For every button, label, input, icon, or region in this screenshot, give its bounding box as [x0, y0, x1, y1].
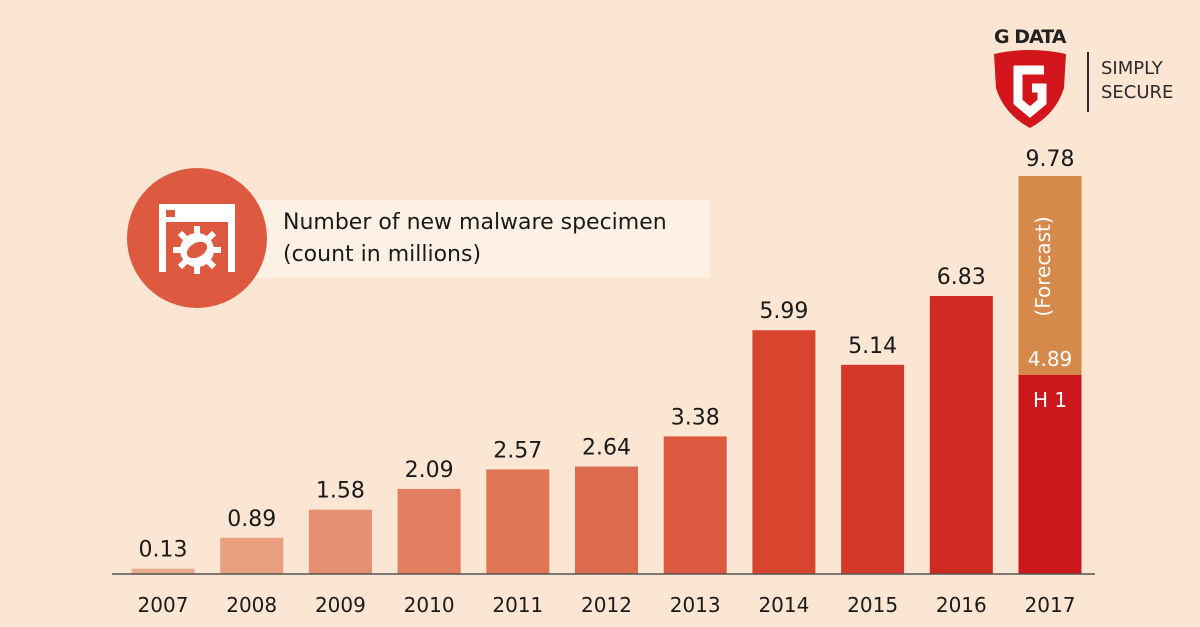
- x-tick-label: 2008: [226, 593, 277, 617]
- forecast-label: (Forecast): [1031, 216, 1055, 316]
- bar-value-label: 0.13: [139, 538, 188, 563]
- x-tick-label: 2017: [1025, 593, 1076, 617]
- logo-tagline: SIMPLY SECURE: [1101, 57, 1173, 105]
- bar-value-label: 2.57: [493, 438, 542, 463]
- bar-value-label: 2.64: [582, 436, 631, 461]
- x-tick-label: 2010: [404, 593, 455, 617]
- x-tick-label: 2013: [670, 593, 721, 617]
- x-tick-label: 2007: [138, 593, 189, 617]
- x-tick-label: 2009: [315, 593, 366, 617]
- bar: [308, 509, 372, 574]
- bar-value-label: 1.58: [316, 479, 365, 504]
- bar-value-label: 4.89: [1028, 347, 1073, 371]
- malware-window-icon: [127, 168, 267, 308]
- gdata-shield-logo: [994, 50, 1066, 128]
- forecast-bar: [1018, 175, 1082, 375]
- x-tick-label: 2016: [936, 593, 987, 617]
- x-tick-label: 2014: [758, 593, 809, 617]
- bar: [397, 488, 461, 574]
- bar: [1018, 374, 1082, 574]
- title-box: [230, 200, 710, 278]
- bar-value-label: 5.14: [848, 334, 897, 359]
- chart-title-line: Number of new malware specimen: [283, 210, 667, 235]
- tagline-line2: SECURE: [1101, 82, 1174, 103]
- bar-value-label: 2.09: [405, 458, 454, 483]
- chart-subtitle: (count in millions): [283, 242, 482, 267]
- bar: [575, 466, 638, 574]
- bar: [929, 296, 993, 574]
- bar-inner-label: H 1: [1033, 388, 1067, 412]
- bar: [841, 364, 905, 574]
- gdata-logo-text: G DATA: [994, 26, 1066, 48]
- bar-value-label: 3.38: [671, 405, 720, 430]
- bar-value-label: 6.83: [937, 265, 986, 290]
- bar: [131, 568, 195, 574]
- bar-value-label: 5.99: [759, 299, 808, 324]
- tagline-line1: SIMPLY: [1101, 58, 1163, 79]
- x-tick-label: 2015: [847, 593, 898, 617]
- x-tick-label: 2012: [581, 593, 632, 617]
- bar: [663, 436, 727, 574]
- bar: [220, 537, 284, 574]
- logo-divider: [1087, 52, 1089, 112]
- x-tick-label: 2011: [492, 593, 543, 617]
- forecast-total-label: 9.78: [1026, 147, 1075, 172]
- bar-value-label: 0.89: [227, 507, 276, 532]
- bar: [486, 469, 550, 574]
- chart-title: Number of new malware specimen (count in…: [283, 207, 667, 271]
- bar: [752, 330, 816, 574]
